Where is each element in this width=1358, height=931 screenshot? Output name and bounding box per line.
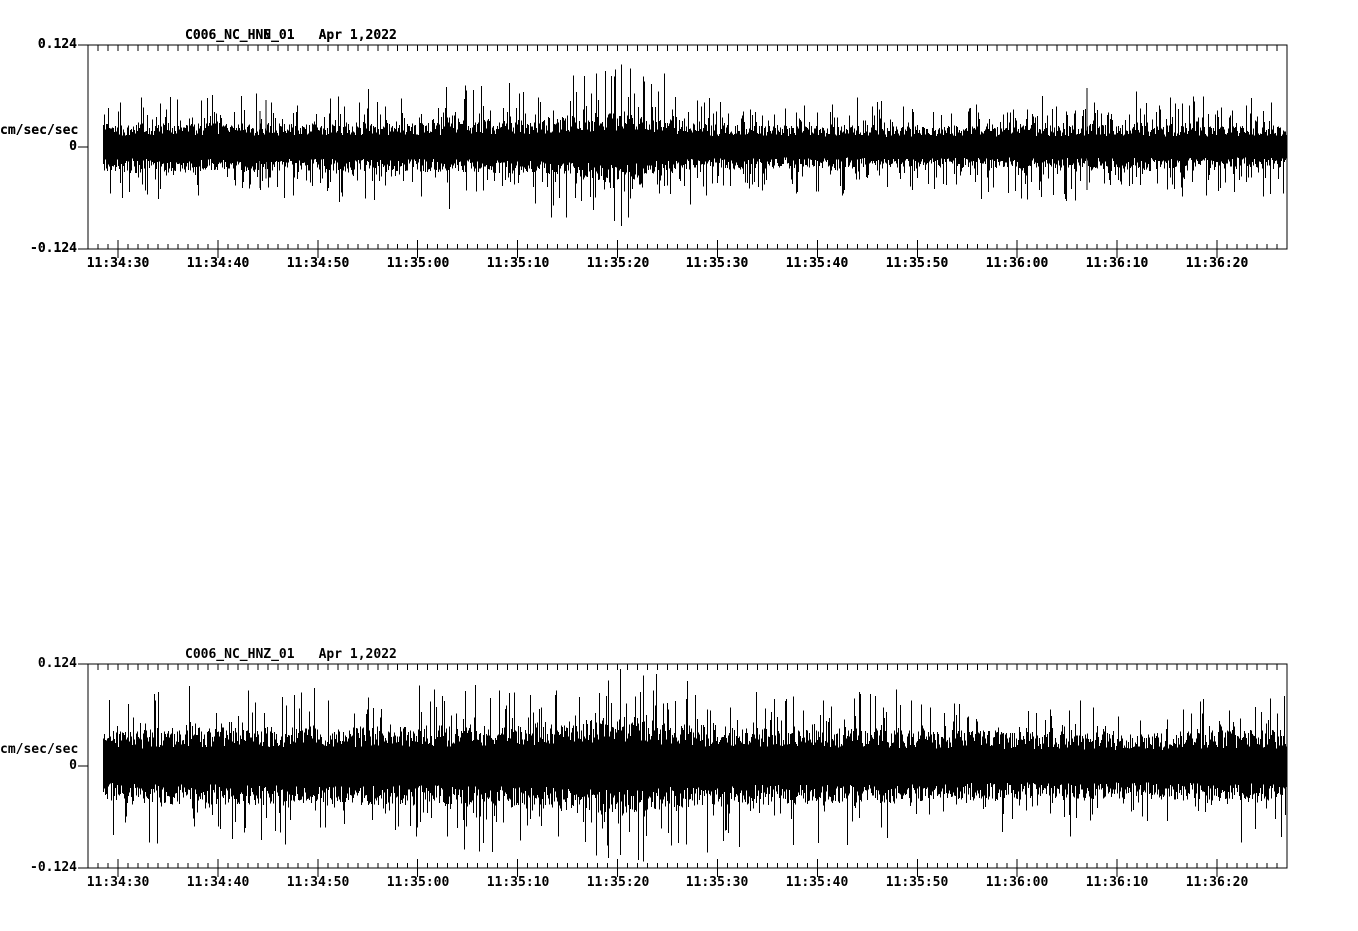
waveform-plot (78, 663, 1288, 877)
panel-title: C006_NC_HNN_01 Apr 1,2022 (185, 29, 397, 43)
station-id: C006_NC_HNE_01 (185, 28, 295, 43)
x-tick-label: 11:35:10 (486, 256, 550, 271)
x-tick-label: 11:35:50 (885, 256, 949, 271)
x-tick-label: 11:36:00 (985, 256, 1049, 271)
x-tick-label: 11:36:20 (1185, 256, 1249, 271)
x-tick-label: 11:35:00 (386, 256, 450, 271)
x-tick-label: 11:34:30 (86, 875, 150, 890)
x-tick-label: 11:34:50 (286, 256, 350, 271)
x-tick-label: 11:35:10 (486, 875, 550, 890)
seismic-trace (103, 99, 1287, 194)
x-tick-label: 11:36:10 (1085, 256, 1149, 271)
x-tick-label: 11:34:40 (186, 256, 250, 271)
x-tick-label: 11:36:00 (985, 875, 1049, 890)
y-tick-min: -0.124 (30, 241, 77, 256)
x-tick-label: 11:36:10 (1085, 256, 1149, 271)
x-tick-label: 11:36:20 (1185, 256, 1249, 271)
y-axis-units: cm/sec/sec (0, 742, 79, 757)
station-id: C006_NC_HNN_01 (185, 28, 295, 43)
x-tick-label: 11:35:00 (386, 875, 450, 890)
panel-title: C006_NC_HNE_01 Apr 1,2022 (185, 29, 397, 43)
x-tick-label: 11:35:20 (586, 256, 650, 271)
x-tick-label: 11:35:10 (486, 256, 550, 271)
record-date: Apr 1,2022 (318, 647, 397, 662)
axis-and-ticks (78, 44, 1288, 258)
x-tick-label: 11:35:40 (785, 875, 849, 890)
x-axis-labels: 11:34:30 11:34:40 11:34:50 11:35:00 11:35:10… (0, 256, 1358, 272)
x-tick-label: 11:34:50 (286, 875, 350, 890)
x-tick-label: 11:34:30 (86, 256, 150, 271)
y-tick-min: -0.124 (30, 860, 77, 875)
record-date: Apr 1,2022 (318, 28, 397, 43)
axis-and-ticks (78, 663, 1288, 877)
x-tick-label: 11:36:20 (1185, 875, 1249, 890)
x-tick-label: 11:35:50 (885, 875, 949, 890)
x-tick-label: 11:36:10 (1085, 875, 1149, 890)
seismic-trace (103, 668, 1287, 862)
y-tick-max: 0.124 (37, 37, 77, 52)
x-tick-label: 11:35:20 (586, 256, 650, 271)
y-axis-units: cm/sec/sec (0, 123, 79, 138)
x-tick-label: 11:35:00 (386, 256, 450, 271)
x-tick-label: 11:35:40 (785, 256, 849, 271)
x-tick-label: 11:35:30 (685, 875, 749, 890)
y-axis-units: cm/sec/sec (0, 123, 79, 138)
panel-title: C006_NC_HNZ_01 Apr 1,2022 (185, 648, 397, 662)
x-tick-label: 11:35:30 (685, 256, 749, 271)
y-tick-max: 0.124 (37, 656, 77, 671)
x-tick-label: 11:36:00 (985, 256, 1049, 271)
x-tick-label: 11:34:40 (186, 875, 250, 890)
y-tick-min: -0.124 (30, 241, 77, 256)
waveform-plot (78, 44, 1288, 258)
x-tick-label: 11:34:40 (186, 256, 250, 271)
x-tick-label: 11:35:40 (785, 256, 849, 271)
y-tick-zero: 0 (69, 139, 77, 154)
x-tick-label: 11:34:50 (286, 256, 350, 271)
y-tick-zero: 0 (69, 758, 77, 773)
x-axis-labels: 11:34:30 11:34:40 11:34:50 11:35:00 11:35:10… (0, 256, 1358, 272)
x-tick-label: 11:35:50 (885, 256, 949, 271)
x-tick-label: 11:35:20 (586, 875, 650, 890)
x-tick-label: 11:35:30 (685, 256, 749, 271)
panel-hnz: C006_NC_HNZ_01 Apr 1,2022 0.124 cm/sec/se… (0, 619, 1358, 931)
y-tick-max: 0.124 (37, 37, 77, 52)
record-date: Apr 1,2022 (318, 28, 397, 43)
y-tick-zero: 0 (69, 139, 77, 154)
x-tick-label: 11:34:30 (86, 256, 150, 271)
x-axis-labels: 11:34:30 11:34:40 11:34:50 11:35:00 11:35:10… (0, 875, 1358, 891)
panel-hnn: C006_NC_HNN_01 Apr 1,2022 0.124 cm/sec/se… (0, 0, 1358, 312)
station-id: C006_NC_HNZ_01 (185, 647, 295, 662)
